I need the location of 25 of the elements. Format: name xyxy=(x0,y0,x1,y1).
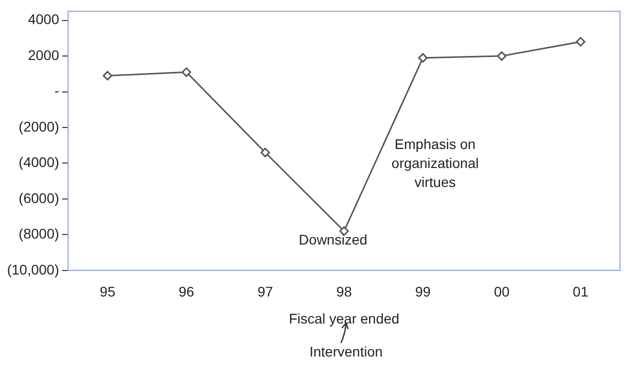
y-tick-label: (10,000) xyxy=(6,261,60,278)
point xyxy=(260,148,270,158)
y-tick-label: - xyxy=(54,82,60,99)
x-tick-label: 95 xyxy=(100,284,116,300)
x-axis-title: Fiscal year ended xyxy=(288,310,400,326)
text: Intervention xyxy=(309,343,383,360)
y-tick-label: (4000) xyxy=(18,154,60,170)
annotation: Downsized xyxy=(298,231,368,248)
point xyxy=(102,70,112,80)
x-tick-label: 98 xyxy=(336,284,352,300)
point xyxy=(418,53,428,63)
annotation: Emphasis on organizational virtues xyxy=(392,136,479,190)
point xyxy=(496,51,506,61)
y-tick-label: (2000) xyxy=(18,118,60,134)
point xyxy=(576,37,586,47)
point xyxy=(182,67,192,77)
x-tick-label: 00 xyxy=(494,284,510,300)
x-tick-label: 01 xyxy=(572,284,589,300)
y-tick-label: 2000 xyxy=(28,46,60,63)
x-tick-label: 96 xyxy=(178,284,194,300)
y-tick-label: 4000 xyxy=(28,11,60,28)
x-tick-label: 97 xyxy=(257,284,274,300)
x-tick-label: 99 xyxy=(415,284,431,300)
y-tick-label: (6000) xyxy=(18,190,60,206)
y-tick-label: (8000) xyxy=(18,226,60,242)
